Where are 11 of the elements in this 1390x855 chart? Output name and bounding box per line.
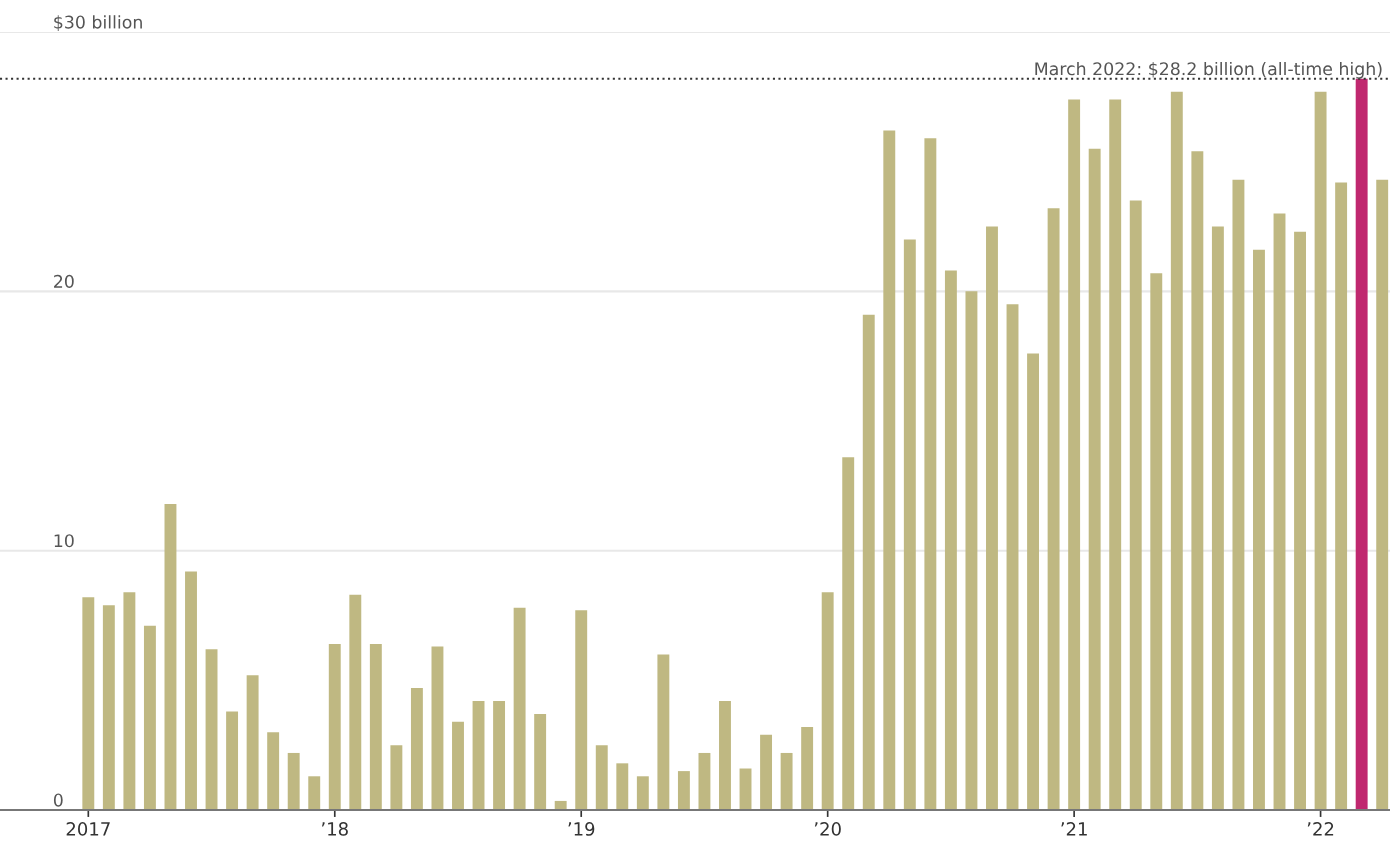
y-tick-label: 0: [53, 793, 63, 807]
x-tick-label: ’19: [568, 822, 595, 836]
x-tick-label: ’20: [814, 822, 841, 836]
x-tick-label: ’18: [321, 822, 348, 836]
x-tick-label: ’22: [1307, 822, 1334, 836]
x-tick-label: ’21: [1061, 822, 1087, 836]
ref-line-label: March 2022: $28.2 billion (all-time high): [1035, 61, 1382, 79]
y-tick-label: 20: [54, 274, 74, 288]
y-tick-label: $30 billion: [54, 15, 142, 31]
x-tick-label: 2017: [66, 822, 110, 836]
y-tick-label: 10: [54, 534, 74, 548]
